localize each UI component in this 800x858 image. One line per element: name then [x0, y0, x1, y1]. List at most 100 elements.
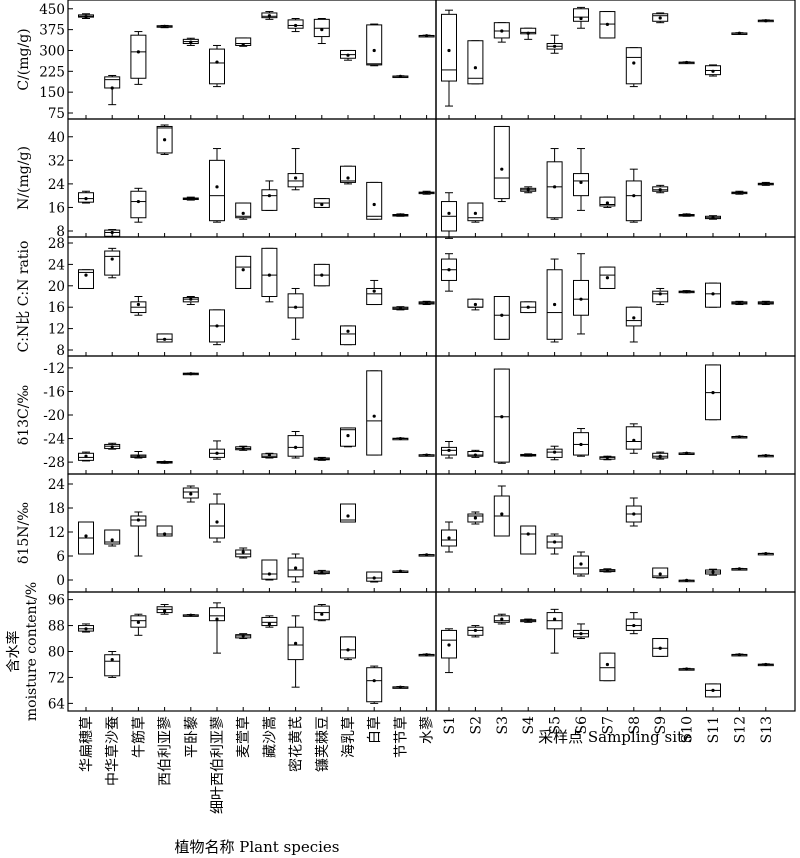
mean-marker — [189, 613, 193, 617]
panel-N: 8 16 24 32 40 N/(mg/g) — [16, 118, 796, 240]
box-d15N-西伯利亚蓼 — [156, 525, 173, 537]
x-label-species: 密花黄芪 — [288, 716, 305, 772]
box-CN-白草 — [366, 279, 383, 306]
y-tick-label: 88 — [48, 619, 65, 635]
y-tick-label: 375 — [39, 23, 65, 39]
box-CN-S2 — [467, 298, 484, 311]
y-tick-label: 6 — [56, 549, 65, 565]
box-CN-水蓼 — [418, 300, 435, 306]
box-d15N-S1 — [441, 521, 457, 553]
box-CN-藏沙蒿 — [261, 247, 278, 303]
box-iqr — [340, 636, 356, 659]
mean-marker — [658, 292, 662, 296]
box-d15N-S6 — [573, 551, 589, 577]
mean-marker — [711, 570, 715, 574]
mean-marker — [189, 40, 193, 44]
mean-marker — [110, 538, 114, 542]
y-tick-label: 12 — [48, 322, 65, 338]
box-moisture-海乳草 — [340, 636, 356, 661]
mean-marker — [84, 197, 88, 201]
mean-marker — [658, 572, 662, 576]
box-iqr — [441, 13, 457, 82]
mean-marker — [189, 372, 193, 376]
box-iqr — [366, 181, 383, 220]
group-title-sampling-site: 采样点 Sampling site — [538, 728, 692, 746]
mean-marker — [320, 612, 324, 616]
box-d13C-S12 — [731, 435, 748, 439]
mean-marker — [579, 632, 583, 636]
y-tick-label: 96 — [48, 593, 65, 609]
box-d13C-中华草沙蚕 — [104, 442, 121, 450]
box-d13C-藏沙蒿 — [261, 452, 278, 459]
box-iqr — [261, 616, 278, 627]
box-moisture-白草 — [366, 665, 383, 704]
mean-marker — [267, 194, 271, 198]
box-d13C-S2 — [467, 449, 484, 458]
mean-marker — [294, 305, 298, 309]
mean-marker — [425, 453, 429, 457]
box-d15N-S9 — [652, 567, 669, 579]
mean-marker — [110, 445, 114, 449]
y-tick-label: 8 — [56, 224, 65, 240]
mean-marker — [711, 292, 715, 296]
box-iqr — [235, 255, 252, 289]
mean-marker — [685, 60, 689, 65]
box-CN-S12 — [731, 300, 748, 306]
box-iqr — [366, 287, 383, 306]
mean-marker — [215, 60, 219, 64]
y-tick-label: 18 — [48, 501, 65, 517]
box-N-S4 — [520, 186, 537, 194]
mean-marker — [500, 167, 504, 171]
mean-marker — [346, 514, 350, 518]
box-C-S1 — [441, 9, 457, 107]
y-tick-label: -16 — [43, 384, 65, 400]
mean-marker — [447, 448, 451, 452]
box-d15N-白草 — [366, 571, 383, 583]
box-CN-节节草 — [392, 306, 409, 311]
mean-marker — [764, 19, 768, 23]
box-d13C-节节草 — [392, 436, 409, 441]
mean-marker — [136, 620, 140, 624]
box-N-牛筋草 — [130, 187, 147, 223]
box-moisture-平卧藜 — [182, 613, 199, 617]
box-moisture-S8 — [625, 612, 642, 635]
mean-marker — [737, 567, 742, 571]
box-iqr — [652, 290, 669, 303]
x-label-species: 镰荚棘豆 — [314, 716, 331, 772]
mean-marker — [294, 176, 298, 180]
panel-frame — [67, 0, 796, 120]
mean-marker — [711, 216, 715, 220]
box-C-S13 — [757, 19, 774, 23]
box-C-白草 — [366, 23, 383, 67]
mean-marker — [267, 572, 271, 576]
mean-marker — [189, 492, 193, 496]
mean-marker — [372, 202, 376, 207]
mean-marker — [473, 302, 477, 307]
mean-marker — [110, 658, 114, 662]
x-label-species: 平卧藜 — [184, 716, 200, 758]
box-d13C-S7 — [599, 455, 616, 461]
box-moisture-S2 — [467, 625, 484, 638]
box-moisture-镰荚棘豆 — [313, 603, 330, 622]
mean-marker — [398, 74, 402, 78]
box-CN-S7 — [599, 266, 616, 289]
y-tick-label: 24 — [48, 257, 65, 273]
mean-marker — [372, 48, 376, 53]
box-moisture-细叶西伯利亚蓼 — [209, 602, 225, 654]
box-iqr — [287, 173, 304, 188]
x-label-species: 海乳草 — [341, 716, 357, 758]
box-d13C-海乳草 — [340, 427, 356, 448]
mean-marker — [136, 199, 140, 204]
box-iqr — [104, 529, 121, 545]
box-CN-S1 — [441, 253, 457, 292]
box-C-S6 — [573, 6, 589, 29]
box-CN-海乳草 — [340, 325, 356, 346]
mean-marker — [711, 391, 715, 395]
box-d13C-S8 — [625, 423, 642, 454]
box-N-S5 — [546, 148, 563, 220]
mean-marker — [215, 520, 219, 524]
mean-marker — [84, 15, 88, 19]
panel-moisture: 64 72 80 88 96 含水率 moisture content/% — [5, 582, 796, 721]
box-N-S7 — [599, 196, 616, 208]
box-iqr — [493, 296, 510, 340]
